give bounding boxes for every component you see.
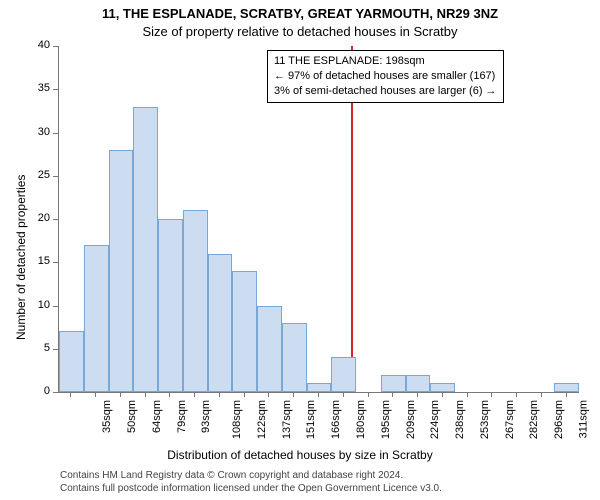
x-tick-mark [467,392,468,397]
annotation-line-3: 3% of semi-detached houses are larger (6… [274,84,497,99]
histogram-bar [381,375,406,392]
y-tick-mark [53,392,58,393]
x-tick-label: 267sqm [504,400,516,439]
histogram-bar [406,375,431,392]
x-tick-mark [95,392,96,397]
footer-line-1: Contains HM Land Registry data © Crown c… [60,470,442,483]
y-tick-label: 5 [0,342,50,354]
footer-attribution: Contains HM Land Registry data © Crown c… [60,470,442,495]
x-tick-label: 166sqm [330,400,342,439]
y-tick-label: 0 [0,385,50,397]
x-axis-label: Distribution of detached houses by size … [0,448,600,462]
x-tick-label: 79sqm [176,400,188,433]
x-tick-label: 108sqm [231,400,243,439]
y-tick-label: 15 [0,255,50,267]
histogram-bar [59,331,84,392]
x-tick-mark [194,392,195,397]
annotation-line-2: ← 97% of detached houses are smaller (16… [274,69,497,84]
histogram-bar [331,357,356,392]
chart-title: 11, THE ESPLANADE, SCRATBY, GREAT YARMOU… [0,6,600,21]
histogram-bar [430,383,455,392]
x-tick-label: 195sqm [380,400,392,439]
x-tick-mark [417,392,418,397]
x-tick-mark [368,392,369,397]
histogram-bar [554,383,579,392]
x-tick-mark [219,392,220,397]
histogram-bar [307,383,332,392]
x-tick-mark [268,392,269,397]
y-tick-mark [53,46,58,47]
y-tick-mark [53,133,58,134]
y-tick-mark [53,349,58,350]
histogram-bar [84,245,109,392]
histogram-bar [232,271,257,392]
histogram-bar [183,210,208,392]
annotation-line-1: 11 THE ESPLANADE: 198sqm [274,54,497,69]
x-tick-mark [244,392,245,397]
x-tick-mark [169,392,170,397]
histogram-bar [133,107,158,392]
x-tick-label: 50sqm [126,400,138,433]
x-tick-label: 122sqm [256,400,268,439]
x-tick-label: 35sqm [101,400,113,433]
x-tick-label: 282sqm [528,400,540,439]
x-tick-label: 180sqm [355,400,367,439]
x-tick-label: 209sqm [405,400,417,439]
x-tick-label: 93sqm [200,400,212,433]
x-tick-mark [318,392,319,397]
histogram-bar [257,306,282,393]
histogram-bar [208,254,233,392]
x-tick-mark [541,392,542,397]
x-tick-mark [343,392,344,397]
x-tick-mark [120,392,121,397]
x-tick-mark [70,392,71,397]
y-tick-label: 20 [0,212,50,224]
y-tick-mark [53,262,58,263]
x-tick-mark [566,392,567,397]
y-tick-mark [53,306,58,307]
y-tick-label: 25 [0,169,50,181]
x-tick-mark [516,392,517,397]
x-tick-mark [442,392,443,397]
x-tick-label: 296sqm [553,400,565,439]
y-tick-label: 35 [0,82,50,94]
x-tick-label: 137sqm [281,400,293,439]
chart-subtitle: Size of property relative to detached ho… [0,24,600,39]
histogram-bar [282,323,307,392]
histogram-bar [158,219,183,392]
x-tick-mark [392,392,393,397]
footer-line-2: Contains full postcode information licen… [60,483,442,496]
x-tick-label: 238sqm [454,400,466,439]
y-tick-mark [53,176,58,177]
y-tick-mark [53,219,58,220]
x-tick-mark [491,392,492,397]
x-tick-mark [145,392,146,397]
x-tick-label: 64sqm [151,400,163,433]
y-tick-mark [53,89,58,90]
x-tick-label: 253sqm [479,400,491,439]
y-tick-label: 40 [0,39,50,51]
x-tick-label: 224sqm [429,400,441,439]
x-tick-label: 151sqm [306,400,318,439]
histogram-bar [109,150,134,392]
x-tick-label: 311sqm [577,400,589,438]
plot-area: 11 THE ESPLANADE: 198sqm ← 97% of detach… [58,46,579,393]
x-tick-mark [293,392,294,397]
y-tick-label: 30 [0,126,50,138]
y-tick-label: 10 [0,299,50,311]
annotation-box: 11 THE ESPLANADE: 198sqm ← 97% of detach… [267,50,504,103]
